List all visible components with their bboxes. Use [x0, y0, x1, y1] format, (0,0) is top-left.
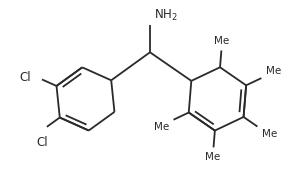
- Text: Me: Me: [214, 36, 229, 45]
- Text: Cl: Cl: [36, 136, 48, 149]
- Text: Me: Me: [266, 66, 281, 76]
- Text: Me: Me: [262, 129, 277, 139]
- Text: Me: Me: [154, 122, 169, 132]
- Text: NH$_2$: NH$_2$: [154, 7, 178, 22]
- Text: Cl: Cl: [19, 70, 31, 84]
- Text: Me: Me: [206, 152, 221, 162]
